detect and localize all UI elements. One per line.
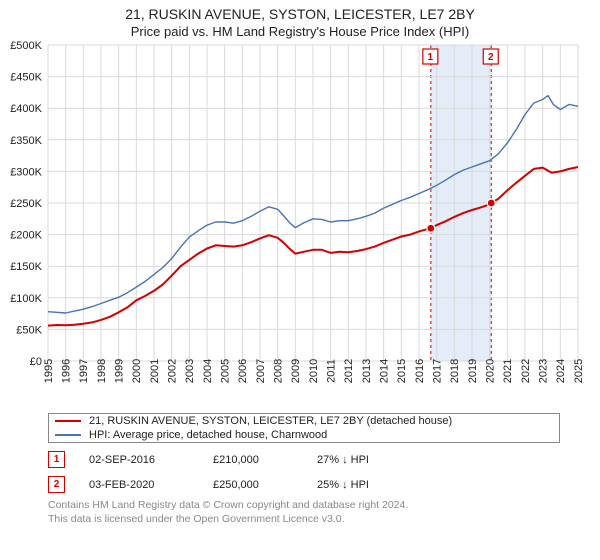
- x-tick-label: 1999: [114, 359, 126, 383]
- transaction-marker: 1: [48, 451, 65, 468]
- x-tick-label: 2001: [149, 359, 161, 383]
- x-tick-label: 2020: [485, 359, 497, 383]
- y-tick-label: £150K: [10, 261, 42, 273]
- title-line1: 21, RUSKIN AVENUE, SYSTON, LEICESTER, LE…: [0, 6, 600, 22]
- x-tick-label: 2008: [273, 359, 285, 383]
- y-tick-label: £200K: [10, 230, 42, 242]
- page: 21, RUSKIN AVENUE, SYSTON, LEICESTER, LE…: [0, 0, 600, 526]
- transaction-rel-hpi: 25% ↓ HPI: [317, 479, 407, 491]
- x-tick-label: 2007: [255, 359, 267, 383]
- title-line2: Price paid vs. HM Land Registry's House …: [0, 24, 600, 39]
- x-tick-label: 2003: [184, 359, 196, 383]
- transaction-row: 1 02-SEP-2016 £210,000 27% ↓ HPI: [48, 447, 560, 472]
- x-tick-label: 2014: [379, 359, 391, 383]
- x-tick-label: 2004: [202, 359, 214, 383]
- x-tick-label: 2002: [167, 359, 179, 383]
- legend-label: 21, RUSKIN AVENUE, SYSTON, LEICESTER, LE…: [89, 415, 452, 427]
- y-tick-label: £0: [30, 356, 42, 368]
- legend-label: HPI: Average price, detached house, Char…: [89, 429, 327, 441]
- x-tick-label: 2018: [449, 359, 461, 383]
- x-tick-label: 2017: [432, 359, 444, 383]
- transaction-date: 02-SEP-2016: [89, 454, 189, 466]
- x-tick-label: 2006: [237, 359, 249, 383]
- trade-marker-num: 1: [428, 52, 434, 63]
- trade-marker: [427, 224, 435, 232]
- x-tick-label: 2021: [502, 359, 514, 383]
- transaction-marker: 2: [48, 476, 65, 493]
- x-tick-label: 2023: [538, 359, 550, 383]
- x-tick-label: 2016: [414, 359, 426, 383]
- x-tick-label: 2022: [520, 359, 532, 383]
- x-tick-label: 1997: [78, 359, 90, 383]
- x-tick-label: 2015: [396, 359, 408, 383]
- footer: Contains HM Land Registry data © Crown c…: [48, 499, 560, 526]
- price-chart: £0 £50K £100K £150K £200K £250K £300K £350K £400…: [0, 39, 600, 409]
- legend: 21, RUSKIN AVENUE, SYSTON, LEICESTER, LE…: [48, 413, 560, 443]
- x-tick-label: 2000: [131, 359, 143, 383]
- transaction-price: £210,000: [213, 454, 293, 466]
- x-tick-label: 2009: [290, 359, 302, 383]
- trade-marker-num: 2: [488, 52, 494, 63]
- x-tick-label: 2010: [308, 359, 320, 383]
- transaction-row: 2 03-FEB-2020 £250,000 25% ↓ HPI: [48, 472, 560, 497]
- x-tick-label: 2005: [220, 359, 232, 383]
- x-tick-label: 2024: [555, 359, 567, 383]
- y-tick-label: £100K: [10, 293, 42, 305]
- title-block: 21, RUSKIN AVENUE, SYSTON, LEICESTER, LE…: [0, 0, 600, 39]
- x-tick-label: 2011: [326, 359, 338, 383]
- transaction-date: 03-FEB-2020: [89, 479, 189, 491]
- footer-line1: Contains HM Land Registry data © Crown c…: [48, 499, 560, 513]
- legend-row: 21, RUSKIN AVENUE, SYSTON, LEICESTER, LE…: [49, 414, 559, 428]
- y-tick-label: £400K: [10, 103, 42, 115]
- trade-marker: [487, 199, 495, 207]
- x-tick-label: 2012: [343, 359, 355, 383]
- x-tick-label: 2019: [467, 359, 479, 383]
- y-tick-label: £500K: [10, 40, 42, 52]
- legend-row: HPI: Average price, detached house, Char…: [49, 428, 559, 442]
- y-tick-label: £450K: [10, 72, 42, 84]
- transactions-list: 1 02-SEP-2016 £210,000 27% ↓ HPI 2 03-FEB-202…: [48, 447, 560, 497]
- x-tick-label: 1998: [96, 359, 108, 383]
- x-tick-label: 1996: [61, 359, 73, 383]
- y-tick-label: £350K: [10, 135, 42, 147]
- y-tick-label: £50K: [16, 324, 42, 336]
- y-tick-label: £250K: [10, 198, 42, 210]
- footer-line2: This data is licensed under the Open Gov…: [48, 513, 560, 527]
- x-tick-label: 2013: [361, 359, 373, 383]
- y-tick-label: £300K: [10, 166, 42, 178]
- legend-swatch: [55, 420, 81, 422]
- transaction-rel-hpi: 27% ↓ HPI: [317, 454, 407, 466]
- legend-swatch: [55, 434, 81, 436]
- transaction-price: £250,000: [213, 479, 293, 491]
- x-tick-label: 2025: [573, 359, 585, 383]
- x-tick-label: 1995: [43, 359, 55, 383]
